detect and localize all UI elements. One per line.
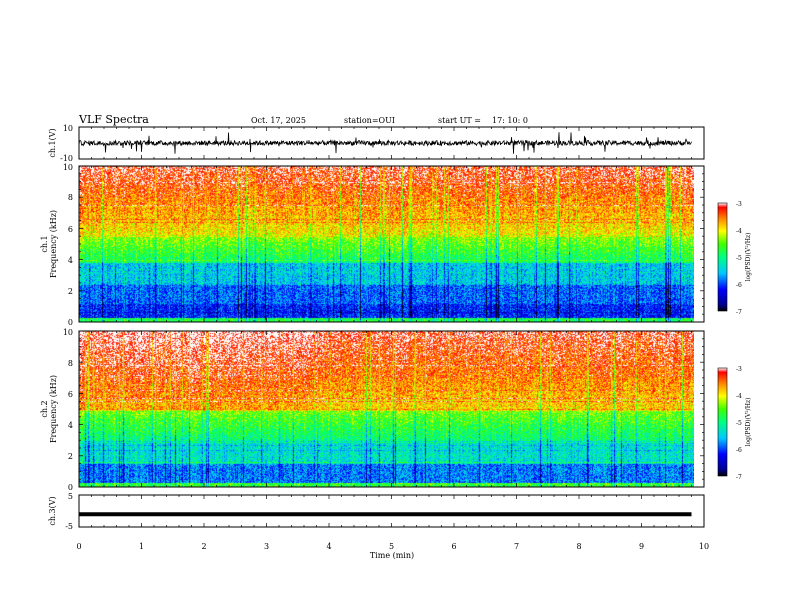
- ch1-spectrogram-yticks: 0 2 4 6 8 10: [63, 163, 73, 327]
- xtick-9: 9: [639, 542, 644, 551]
- spec2-ytick-4: 4: [68, 421, 73, 430]
- ch1-colorbar: -3 -4 -5 -6 -7 log(PSD)(V²/Hz): [717, 201, 752, 316]
- xtick-7: 7: [514, 542, 519, 551]
- xtick-5: 5: [389, 542, 394, 551]
- spec2-ylabel-frequency: Frequency (kHz): [49, 375, 58, 443]
- spec2-ytick-2: 2: [68, 452, 73, 461]
- cb1-tick-m5: -5: [736, 255, 742, 262]
- station-label: station=OUI: [344, 116, 395, 125]
- cb1-tick-m3: -3: [736, 201, 742, 208]
- x-axis: 0 1 2 3 4 5 6 7 8 9 10 Time (min): [76, 542, 709, 560]
- ch2-colorbar: -3 -4 -5 -6 -7 log(PSD)(V²/Hz): [717, 366, 752, 481]
- spec1-ylabel-frequency: Frequency (kHz): [49, 210, 58, 278]
- ch1-ytick-bottom: -10: [60, 154, 73, 163]
- spec1-ytick-10: 10: [63, 163, 73, 172]
- spec2-ytick-6: 6: [68, 390, 73, 399]
- x-axis-label: Time (min): [370, 551, 414, 560]
- ch2-spectrogram-panel: 0 2 4 6 8 10 ch.2 Frequency (kHz): [40, 328, 705, 492]
- ch1-waveform-ylabel: ch.1(V): [48, 128, 57, 157]
- ch1-waveform-panel: 10 -10 ch.1(V): [48, 124, 705, 163]
- ch1-ytick-top: 10: [63, 124, 73, 133]
- xtick-8: 8: [576, 542, 581, 551]
- ch1-waveform-trace: [78, 132, 692, 154]
- ch2-spectrogram-yticks: 0 2 4 6 8 10: [63, 328, 73, 492]
- cb2-tick-m6: -6: [736, 447, 742, 454]
- spec1-ytick-8: 8: [68, 193, 73, 202]
- ch3-waveform-ylabel: ch.3(V): [48, 496, 57, 525]
- start-time: 17: 10: 0: [492, 116, 528, 125]
- ch1-colorbar-gradient: [717, 202, 728, 312]
- axis-tick-marks: [78, 127, 705, 527]
- cb1-tick-m7: -7: [736, 309, 742, 316]
- cb1-label: log(PSD)(V²/Hz): [745, 233, 752, 282]
- xtick-6: 6: [451, 542, 456, 551]
- ch3-waveform-frame: [78, 494, 705, 528]
- xtick-10: 10: [699, 542, 709, 551]
- cb2-tick-m3: -3: [736, 366, 742, 373]
- spec2-ytick-0: 0: [68, 483, 73, 492]
- cb1-tick-m6: -6: [736, 282, 742, 289]
- start-label: start UT =: [438, 116, 481, 125]
- ch2-spectrogram-image: [79, 331, 694, 487]
- xtick-4: 4: [326, 542, 331, 551]
- spec1-ylabel-channel: ch.1: [40, 235, 49, 252]
- ch3-ytick-bottom: -5: [65, 522, 73, 531]
- xtick-0: 0: [76, 542, 81, 551]
- spec1-ytick-4: 4: [68, 256, 73, 265]
- xtick-2: 2: [201, 542, 206, 551]
- spec2-ytick-8: 8: [68, 359, 73, 368]
- cb1-tick-m4: -4: [736, 228, 742, 235]
- ch1-spectrogram-panel: 0 2 4 6 8 10 ch.1 Frequency (kHz): [40, 163, 705, 327]
- cb2-tick-m4: -4: [736, 393, 742, 400]
- spec2-ylabel-channel: ch.2: [40, 400, 49, 417]
- ch1-spectrogram-image: [79, 166, 694, 322]
- xtick-3: 3: [264, 542, 269, 551]
- spec1-ytick-2: 2: [68, 287, 73, 296]
- cb2-tick-m7: -7: [736, 474, 742, 481]
- cb2-tick-m5: -5: [736, 420, 742, 427]
- figure-title: VLF Spectra: [78, 113, 149, 126]
- xtick-1: 1: [139, 542, 144, 551]
- cb2-label: log(PSD)(V²/Hz): [745, 398, 752, 447]
- ch3-ytick-top: 5: [68, 492, 73, 501]
- spec1-ytick-0: 0: [68, 318, 73, 327]
- ch3-waveform-panel: 5 -5 ch.3(V): [48, 492, 705, 531]
- ch2-colorbar-gradient: [717, 367, 728, 477]
- spec2-ytick-10: 10: [63, 328, 73, 337]
- spec1-ytick-6: 6: [68, 225, 73, 234]
- date-label: Oct. 17, 2025: [251, 116, 306, 125]
